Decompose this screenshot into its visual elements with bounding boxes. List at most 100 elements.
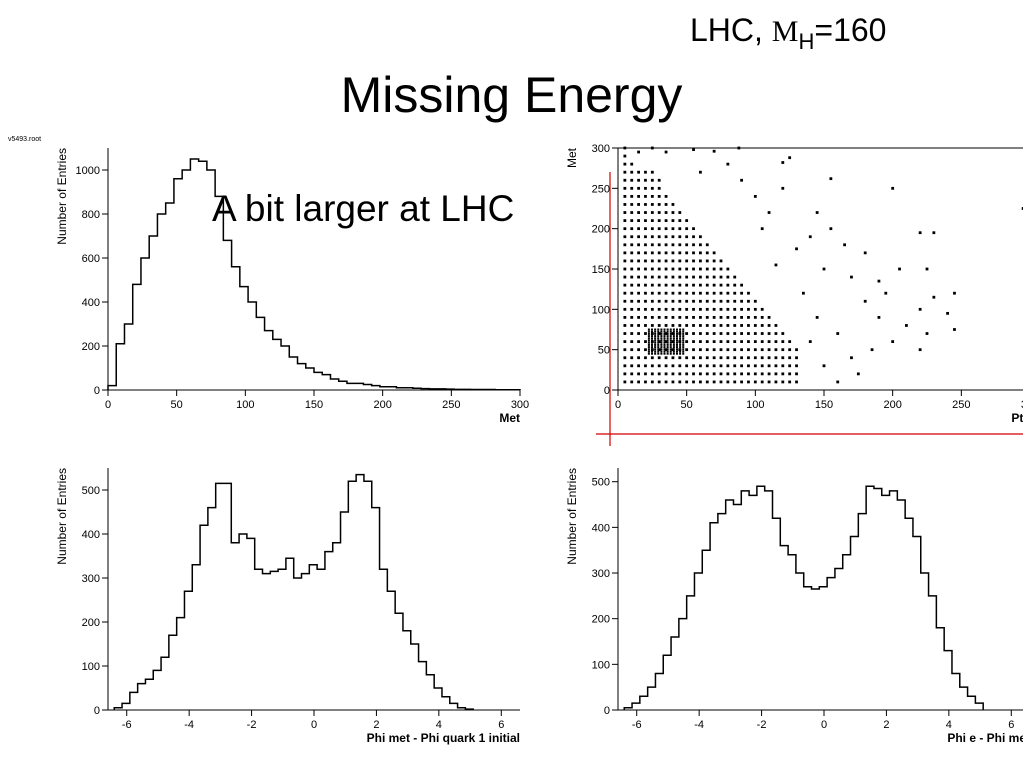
scatter-point [774, 364, 778, 368]
scatter-point [660, 337, 663, 340]
scatter-point [657, 340, 661, 343]
y-tick-label: 100 [592, 304, 610, 316]
scatter-point [644, 291, 647, 295]
scatter-point [651, 352, 654, 355]
scatter-point [705, 243, 709, 247]
scatter-point [671, 380, 675, 384]
scatter-point [678, 235, 682, 239]
scatter-point [647, 348, 650, 351]
scatter-point [630, 364, 634, 368]
scatter-point [637, 235, 640, 239]
scatter-point [692, 227, 695, 231]
scatter-point [650, 364, 654, 368]
scatter-point [637, 170, 640, 174]
scatter-point [623, 307, 627, 311]
scatter-point [637, 307, 640, 311]
scatter-point [657, 235, 661, 239]
scatter-point [788, 356, 792, 360]
x-tick-label: 0 [615, 399, 621, 411]
scatter-point [651, 335, 654, 338]
scatter-point [863, 251, 867, 255]
x-tick-label: 250 [442, 399, 460, 411]
scatter-point [623, 186, 627, 190]
scatter-point [699, 299, 702, 303]
scatter-point [654, 335, 657, 338]
x-tick-label: 50 [681, 399, 693, 411]
scatter-point [843, 243, 846, 247]
scatter-point [753, 324, 757, 327]
scatter-point [637, 372, 640, 376]
scatter-point [685, 356, 689, 360]
scatter-point [705, 372, 709, 376]
scatter-point [795, 364, 798, 368]
scatter-point [760, 380, 764, 384]
scatter-point [669, 348, 672, 351]
scatter-point [705, 340, 709, 343]
scatter-point [623, 219, 627, 222]
scatter-point [644, 178, 647, 182]
scatter-point [623, 291, 627, 295]
scatter-point [815, 316, 819, 319]
scatter-point [664, 340, 668, 343]
scatter-point [767, 380, 771, 384]
x-tick-label: 0 [105, 399, 111, 411]
scatter-point [623, 170, 627, 174]
scatter-point [623, 162, 627, 166]
scatter-point [647, 328, 650, 331]
scatter-point [623, 251, 627, 255]
scatter-point [682, 350, 685, 353]
scatter-point [760, 307, 764, 311]
scatter-point [795, 348, 798, 352]
scatter-point [669, 350, 672, 353]
scatter-point [650, 307, 654, 311]
x-axis-label: Met [499, 411, 520, 425]
scatter-point [664, 235, 668, 239]
scatter-point [682, 339, 685, 342]
scatter-point [630, 243, 634, 247]
scatter-point [747, 332, 750, 335]
scatter-point [664, 324, 668, 327]
scatter-point [925, 332, 929, 335]
scatter-point [630, 170, 634, 174]
scatter-point [644, 211, 647, 214]
y-tick-label: 600 [82, 253, 100, 265]
scatter-point [692, 372, 695, 376]
scatter-point [637, 299, 640, 303]
scatter-point [946, 311, 949, 315]
scatter-point [657, 350, 660, 353]
scatter-point [678, 267, 682, 271]
scatter-point [623, 243, 627, 247]
scatter-point [623, 267, 627, 271]
scatter-point [663, 350, 666, 353]
scatter-point [669, 343, 672, 346]
scatter-point [672, 339, 675, 342]
scatter-point [705, 251, 709, 255]
scatter-point [650, 267, 654, 271]
scatter-point [699, 316, 702, 319]
scatter-point [678, 227, 682, 231]
scatter-point [747, 340, 750, 343]
scatter-point [712, 267, 716, 271]
scatter-point [685, 299, 689, 303]
scatter-point [753, 316, 757, 319]
scatter-point [650, 146, 654, 150]
scatter-point [664, 364, 668, 368]
scatter-point [672, 337, 675, 340]
scatter-point [733, 291, 737, 295]
scatter-point [663, 328, 666, 331]
scatter-point [705, 324, 709, 327]
scatter-point [682, 352, 685, 355]
scatter-point [705, 380, 709, 384]
scatter-point [726, 332, 730, 335]
scatter-point [650, 186, 654, 190]
scatter-point [932, 231, 936, 235]
scatter-point [918, 307, 922, 311]
x-tick-label: -2 [757, 719, 767, 731]
scatter-point [795, 356, 798, 360]
scatter-point [699, 283, 702, 287]
scatter-point [675, 332, 678, 335]
scatter-point [760, 332, 764, 335]
scatter-point [664, 332, 668, 335]
scatter-point [664, 195, 668, 198]
scatter-point [692, 148, 695, 152]
